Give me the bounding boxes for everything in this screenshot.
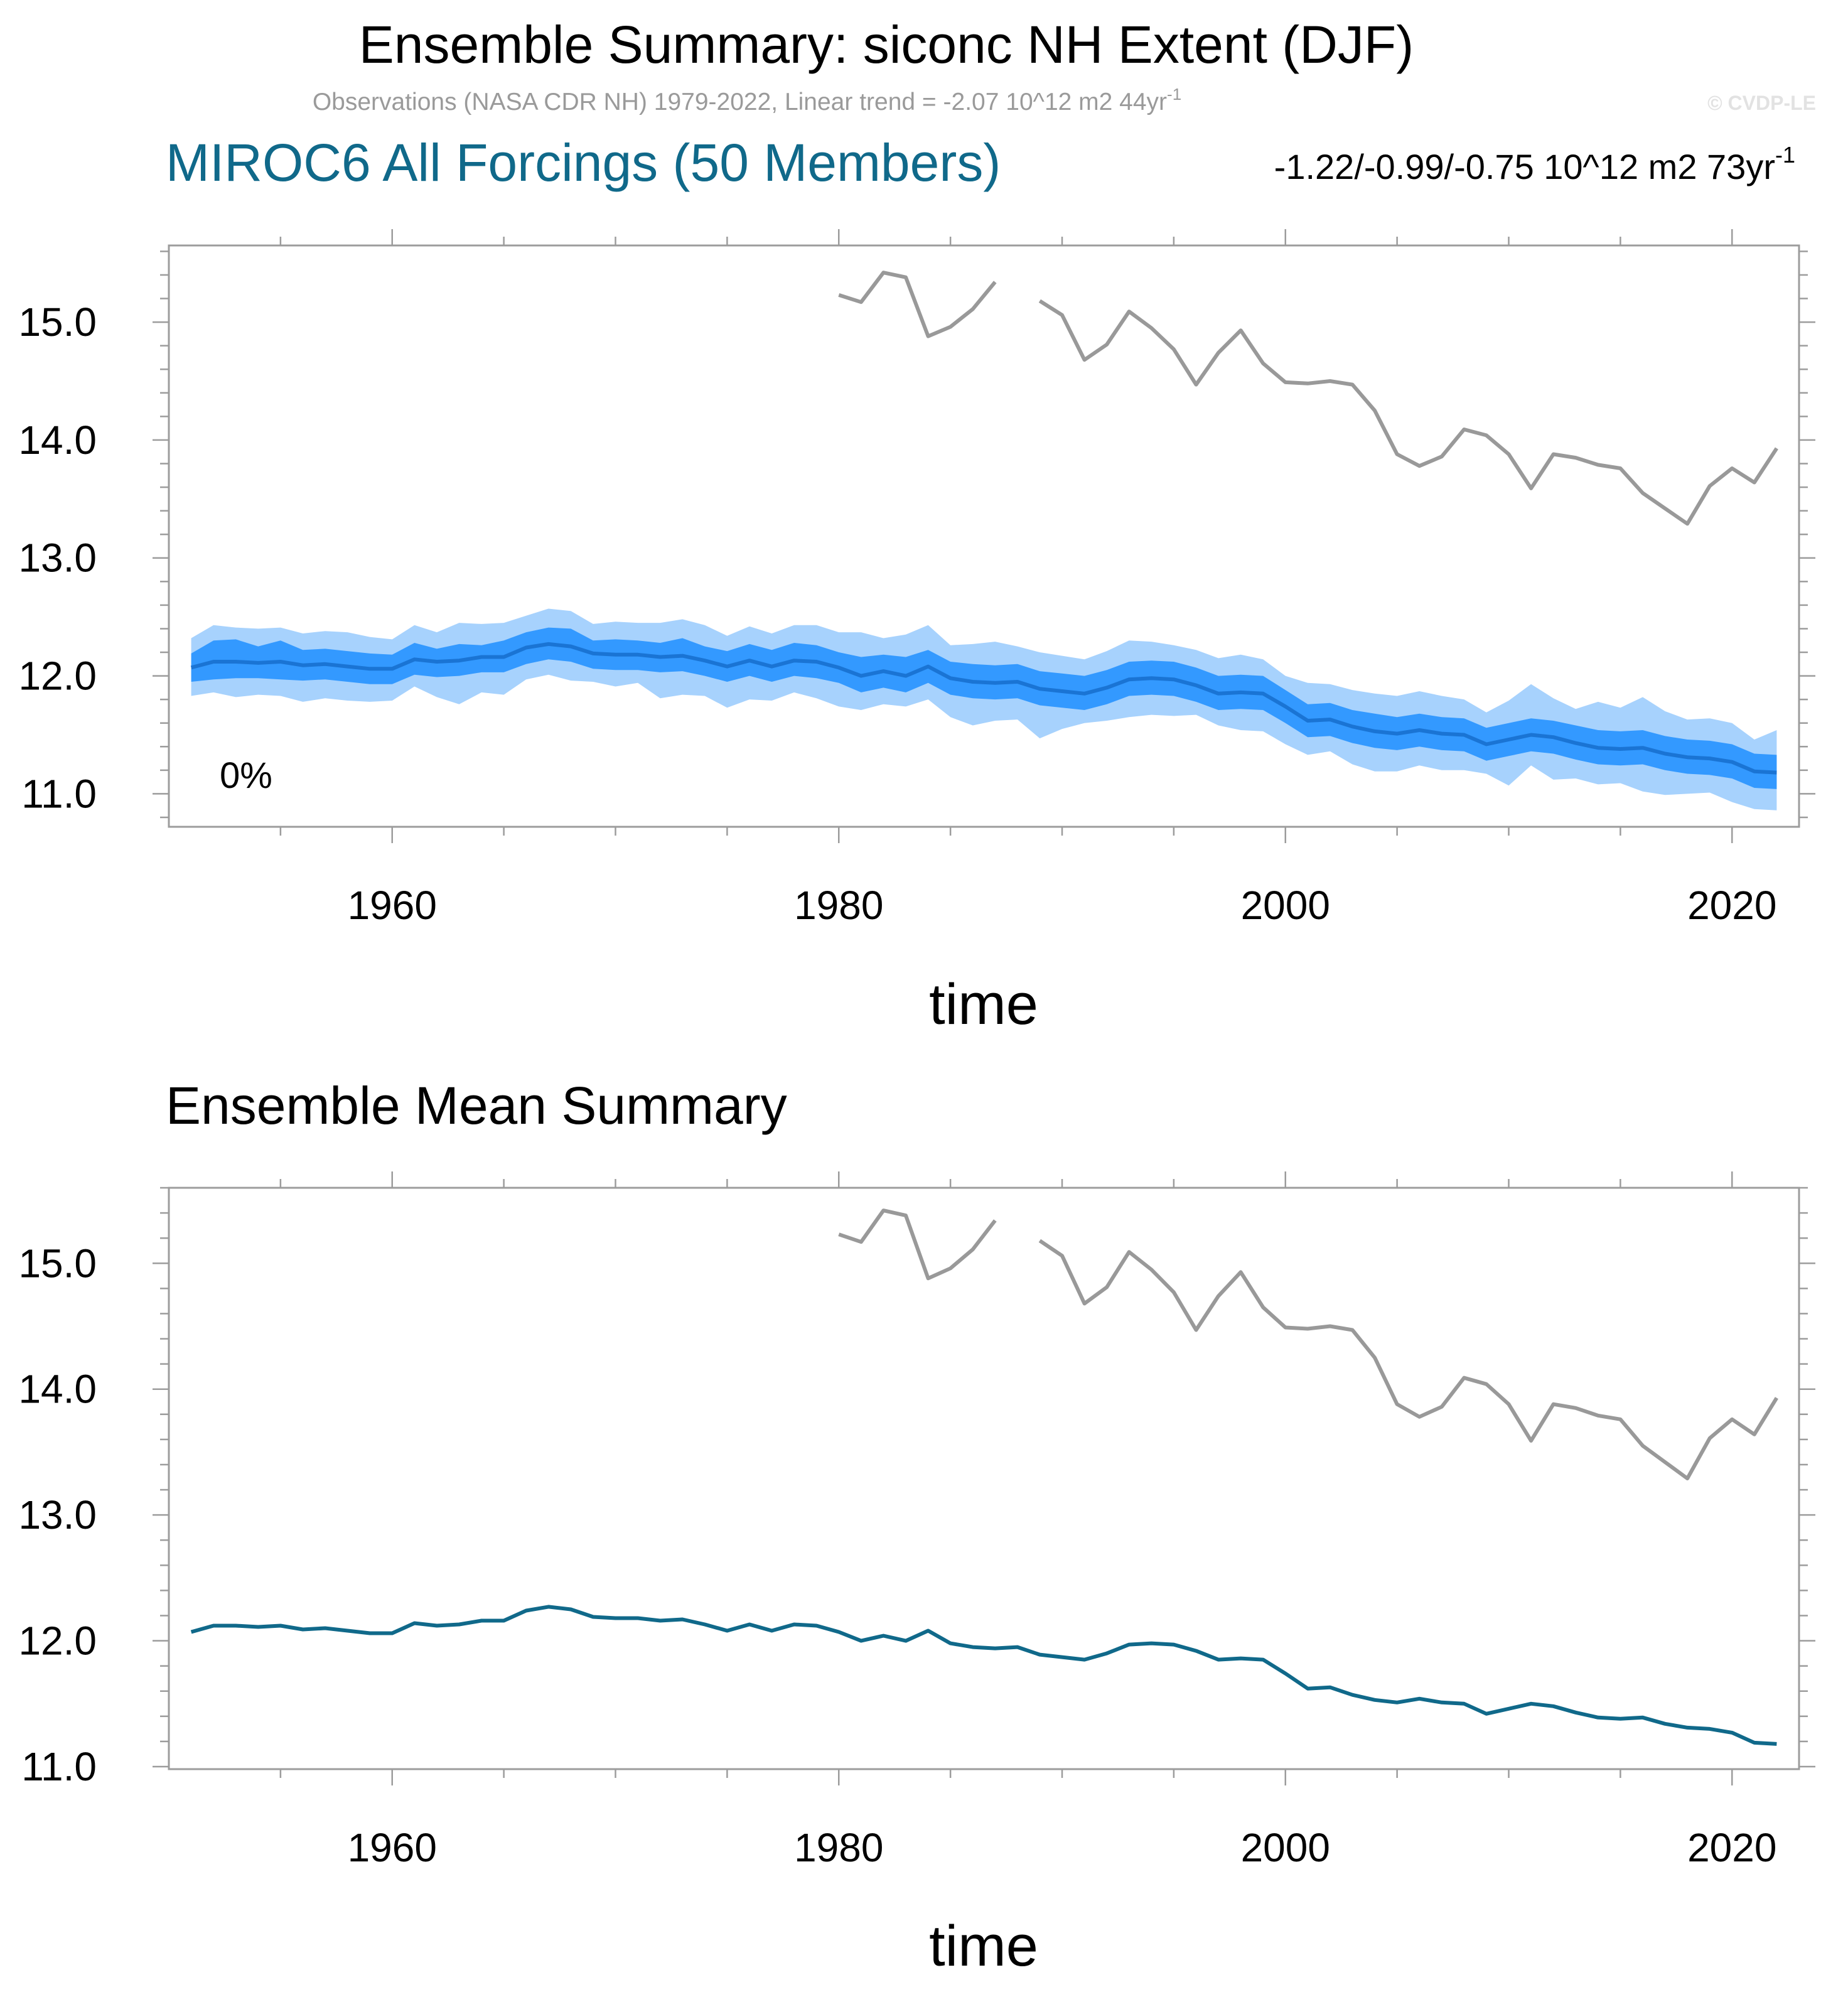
obs-subtitle-text: Observations (NASA CDR NH) 1979-2022, Li…	[313, 89, 1167, 116]
panel-1-ytick-label: 11.0	[21, 771, 97, 816]
observations-line-segment-2	[1038, 299, 1778, 526]
figure-title: Ensemble Summary: siconc NH Extent (DJF)	[359, 15, 1414, 74]
panel-2-xtick-label: 2000	[1241, 1825, 1330, 1870]
panel-1-ytick-label: 13.0	[18, 536, 97, 581]
panel-1-xtick-label: 2020	[1687, 883, 1776, 928]
observations-line-panel-2-segment-1	[838, 1209, 997, 1281]
ensemble-mean-line	[190, 642, 1777, 775]
panel-2-frame	[168, 1187, 1800, 1770]
panel-1-ytick-label: 15.0	[18, 299, 97, 345]
trend-range-sup: -1	[1775, 142, 1795, 168]
panel-1-xtick-label: 1980	[794, 883, 883, 928]
panel-1-ytick-label: 14.0	[18, 417, 97, 463]
copyright-watermark: © CVDP-LE	[1707, 92, 1816, 114]
panel-2-tick-labels: 11.0 12.0 13.0 14.0 15.0 1960 1980 2000 2020	[18, 1241, 1776, 1870]
trend-range-text: -1.22/-0.99/-0.75 10^12 m2 73yr	[1274, 147, 1775, 186]
panel-1-frame	[168, 244, 1800, 828]
panel-1-xtick-label: 2000	[1241, 883, 1330, 928]
panel-2-title: Ensemble Mean Summary	[166, 1076, 787, 1135]
panel-2-xtick-label: 2020	[1687, 1825, 1776, 1870]
panel-2-xtick-label: 1980	[794, 1825, 883, 1870]
panel-2-ticks	[153, 1171, 1815, 1785]
panel-2-ytick-label: 14.0	[18, 1367, 97, 1412]
observations-line-segment-1	[838, 271, 997, 338]
panel-2-plot: 11.0 12.0 13.0 14.0 15.0 1960 1980 2000 2020 tim…	[18, 1171, 1815, 1978]
trend-range: -1.22/-0.99/-0.75 10^12 m2 73yr-1	[1274, 142, 1795, 186]
panel-1-xtick-label: 1960	[348, 883, 437, 928]
panel-2-xlabel: time	[929, 1914, 1038, 1978]
panel-1-xlabel: time	[929, 972, 1038, 1036]
outer-spread-band	[191, 608, 1777, 810]
percent-label: 0%	[220, 755, 272, 796]
obs-subtitle: Observations (NASA CDR NH) 1979-2022, Li…	[313, 85, 1181, 116]
panel-2-ytick-label: 11.0	[21, 1744, 97, 1789]
panel-2-ytick-label: 15.0	[18, 1241, 97, 1286]
ensemble-mean-line-panel-2	[190, 1605, 1777, 1746]
panel-1-ytick-label: 12.0	[18, 654, 97, 699]
panel-1-ticks	[153, 229, 1815, 843]
panel-2-xtick-label: 1960	[348, 1825, 437, 1870]
model-title: MIROC6 All Forcings (50 Members)	[166, 133, 1001, 192]
obs-subtitle-sup: -1	[1167, 85, 1181, 104]
panel-1-tick-labels: 11.0 12.0 13.0 14.0 15.0 1960 1980 2000 2020	[18, 299, 1776, 928]
panel-2-ytick-label: 13.0	[18, 1492, 97, 1537]
observations-line-panel-2-segment-2	[1038, 1239, 1778, 1480]
panel-2-ytick-label: 12.0	[18, 1618, 97, 1664]
